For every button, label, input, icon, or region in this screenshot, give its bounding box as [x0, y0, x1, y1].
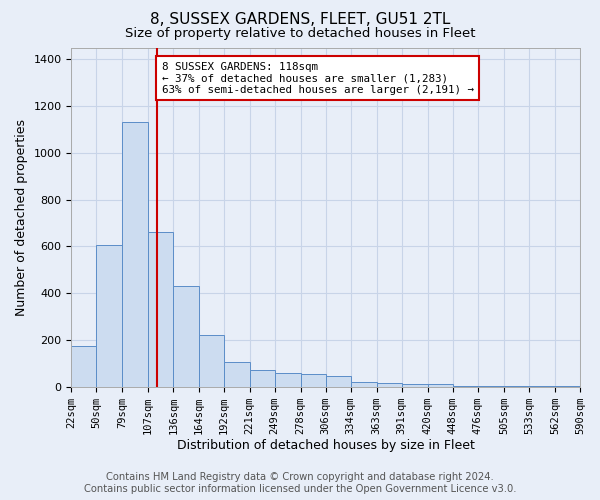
Bar	[199, 336, 224, 386]
Bar	[173, 286, 199, 386]
Bar	[224, 362, 250, 386]
Bar	[97, 245, 122, 386]
Text: 8 SUSSEX GARDENS: 118sqm
← 37% of detached houses are smaller (1,283)
63% of sem: 8 SUSSEX GARDENS: 118sqm ← 37% of detach…	[162, 62, 474, 94]
Text: 8, SUSSEX GARDENS, FLEET, GU51 2TL: 8, SUSSEX GARDENS, FLEET, GU51 2TL	[150, 12, 450, 28]
Bar	[71, 346, 97, 387]
Bar	[428, 384, 453, 386]
Bar	[250, 370, 275, 386]
Bar	[326, 376, 351, 386]
X-axis label: Distribution of detached houses by size in Fleet: Distribution of detached houses by size …	[177, 440, 475, 452]
Bar	[275, 372, 301, 386]
Text: Contains HM Land Registry data © Crown copyright and database right 2024.
Contai: Contains HM Land Registry data © Crown c…	[84, 472, 516, 494]
Y-axis label: Number of detached properties: Number of detached properties	[15, 118, 28, 316]
Bar	[377, 383, 402, 386]
Bar	[301, 374, 326, 386]
Bar	[402, 384, 428, 386]
Text: Size of property relative to detached houses in Fleet: Size of property relative to detached ho…	[125, 28, 475, 40]
Bar	[351, 382, 377, 386]
Bar	[148, 232, 173, 386]
Bar	[122, 122, 148, 386]
